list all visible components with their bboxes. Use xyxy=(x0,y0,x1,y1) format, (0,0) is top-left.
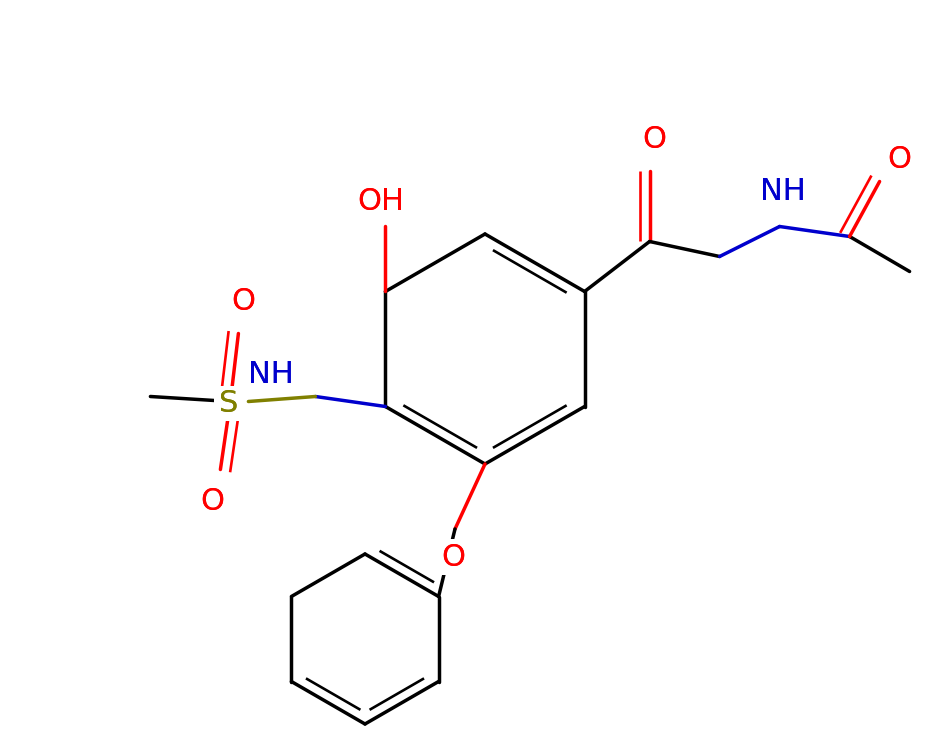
Text: O: O xyxy=(230,287,256,316)
Text: S: S xyxy=(219,389,238,418)
Text: NH: NH xyxy=(760,177,805,206)
Text: NH: NH xyxy=(248,360,293,389)
Text: OH: OH xyxy=(357,187,404,216)
Text: O: O xyxy=(887,145,912,174)
Text: NH: NH xyxy=(248,360,293,389)
Text: O: O xyxy=(200,487,226,516)
Text: O: O xyxy=(231,287,255,316)
Text: O: O xyxy=(643,125,666,154)
Text: O: O xyxy=(886,145,913,174)
Text: O: O xyxy=(887,145,912,174)
Text: S: S xyxy=(217,389,239,418)
Text: O: O xyxy=(642,125,667,154)
Text: O: O xyxy=(440,542,466,572)
Text: NH: NH xyxy=(757,177,808,206)
Text: O: O xyxy=(441,542,465,572)
Text: O: O xyxy=(231,287,255,316)
Text: NH: NH xyxy=(245,360,296,389)
Text: OH: OH xyxy=(357,187,404,216)
Text: O: O xyxy=(643,125,666,154)
Text: O: O xyxy=(201,487,225,516)
Text: O: O xyxy=(441,542,465,572)
Text: O: O xyxy=(201,487,225,516)
Text: OH: OH xyxy=(355,187,407,216)
Text: NH: NH xyxy=(760,177,805,206)
Text: S: S xyxy=(219,389,238,418)
